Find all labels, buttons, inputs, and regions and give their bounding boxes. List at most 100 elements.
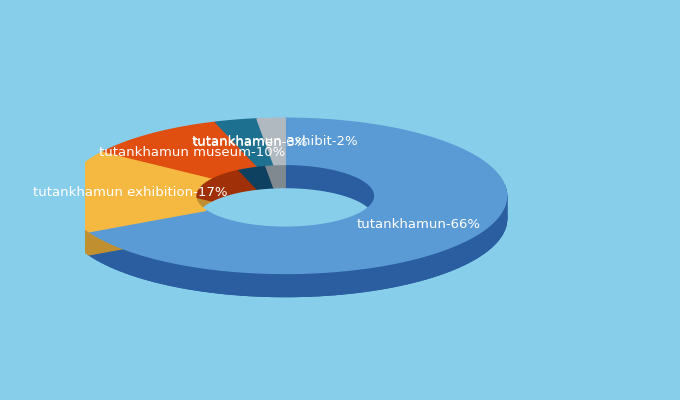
Polygon shape bbox=[358, 214, 359, 238]
Polygon shape bbox=[477, 232, 480, 258]
Polygon shape bbox=[257, 141, 285, 188]
Polygon shape bbox=[347, 218, 350, 242]
Polygon shape bbox=[372, 266, 379, 290]
Polygon shape bbox=[498, 214, 500, 240]
Polygon shape bbox=[426, 254, 432, 279]
Polygon shape bbox=[484, 228, 488, 253]
Polygon shape bbox=[359, 213, 361, 237]
Polygon shape bbox=[143, 255, 149, 280]
Polygon shape bbox=[246, 224, 249, 248]
Polygon shape bbox=[366, 209, 367, 233]
Polygon shape bbox=[256, 273, 265, 296]
Polygon shape bbox=[214, 215, 216, 239]
Polygon shape bbox=[238, 222, 241, 246]
Polygon shape bbox=[265, 226, 267, 250]
Polygon shape bbox=[228, 220, 230, 244]
Polygon shape bbox=[299, 227, 302, 250]
Polygon shape bbox=[211, 213, 213, 237]
Polygon shape bbox=[305, 226, 309, 250]
Polygon shape bbox=[314, 225, 318, 249]
Polygon shape bbox=[175, 263, 182, 288]
Polygon shape bbox=[505, 187, 506, 213]
Polygon shape bbox=[203, 268, 211, 292]
Polygon shape bbox=[92, 234, 97, 260]
Polygon shape bbox=[162, 260, 169, 285]
Polygon shape bbox=[77, 222, 78, 246]
Polygon shape bbox=[352, 216, 354, 240]
Polygon shape bbox=[350, 269, 358, 293]
Polygon shape bbox=[324, 224, 326, 247]
Polygon shape bbox=[488, 225, 490, 251]
Polygon shape bbox=[86, 230, 87, 254]
Polygon shape bbox=[241, 272, 249, 296]
Polygon shape bbox=[216, 216, 218, 240]
Polygon shape bbox=[288, 273, 296, 296]
Polygon shape bbox=[207, 211, 209, 236]
Polygon shape bbox=[249, 224, 252, 248]
Polygon shape bbox=[218, 217, 220, 241]
Polygon shape bbox=[309, 226, 311, 249]
Polygon shape bbox=[449, 246, 454, 271]
Polygon shape bbox=[220, 218, 223, 242]
Polygon shape bbox=[496, 217, 498, 243]
Text: tutankhamun museum-10%: tutankhamun museum-10% bbox=[99, 146, 286, 159]
Polygon shape bbox=[182, 264, 189, 289]
Polygon shape bbox=[258, 226, 261, 249]
Polygon shape bbox=[304, 273, 311, 296]
Polygon shape bbox=[292, 227, 296, 250]
Polygon shape bbox=[209, 212, 211, 236]
Polygon shape bbox=[206, 210, 207, 234]
Polygon shape bbox=[473, 235, 477, 260]
Polygon shape bbox=[155, 259, 162, 283]
Polygon shape bbox=[218, 270, 226, 294]
Polygon shape bbox=[213, 214, 214, 238]
Polygon shape bbox=[438, 250, 443, 275]
Polygon shape bbox=[79, 224, 80, 248]
Polygon shape bbox=[337, 221, 339, 244]
Polygon shape bbox=[362, 211, 364, 235]
Polygon shape bbox=[225, 219, 228, 243]
Polygon shape bbox=[233, 271, 241, 295]
Polygon shape bbox=[364, 210, 366, 234]
Polygon shape bbox=[372, 202, 373, 226]
Polygon shape bbox=[286, 227, 290, 250]
Polygon shape bbox=[345, 219, 347, 242]
Polygon shape bbox=[459, 242, 464, 267]
Polygon shape bbox=[267, 227, 271, 250]
Polygon shape bbox=[493, 220, 496, 246]
Polygon shape bbox=[261, 226, 265, 250]
Polygon shape bbox=[84, 228, 86, 252]
Polygon shape bbox=[365, 267, 372, 291]
Polygon shape bbox=[371, 203, 372, 228]
Polygon shape bbox=[87, 230, 88, 254]
Polygon shape bbox=[468, 237, 473, 263]
Polygon shape bbox=[443, 248, 449, 273]
Polygon shape bbox=[354, 215, 356, 239]
Polygon shape bbox=[311, 226, 314, 249]
Polygon shape bbox=[211, 269, 218, 293]
Polygon shape bbox=[502, 209, 503, 235]
Polygon shape bbox=[280, 227, 283, 250]
Polygon shape bbox=[230, 220, 233, 244]
Polygon shape bbox=[490, 222, 493, 248]
Polygon shape bbox=[302, 226, 305, 250]
Polygon shape bbox=[169, 262, 175, 286]
Polygon shape bbox=[277, 227, 280, 250]
Polygon shape bbox=[329, 223, 332, 246]
Polygon shape bbox=[413, 258, 420, 282]
Polygon shape bbox=[393, 262, 400, 287]
Polygon shape bbox=[367, 208, 369, 232]
Polygon shape bbox=[318, 225, 320, 248]
Polygon shape bbox=[343, 270, 350, 294]
Polygon shape bbox=[400, 261, 407, 285]
Polygon shape bbox=[332, 222, 335, 246]
Polygon shape bbox=[233, 221, 235, 245]
Polygon shape bbox=[115, 246, 120, 271]
Polygon shape bbox=[356, 214, 358, 238]
Polygon shape bbox=[296, 227, 299, 250]
Polygon shape bbox=[296, 273, 304, 296]
Polygon shape bbox=[273, 227, 277, 250]
Polygon shape bbox=[88, 231, 89, 255]
Text: tutankhamun exhibit-2%: tutankhamun exhibit-2% bbox=[192, 135, 358, 148]
Polygon shape bbox=[480, 230, 484, 256]
